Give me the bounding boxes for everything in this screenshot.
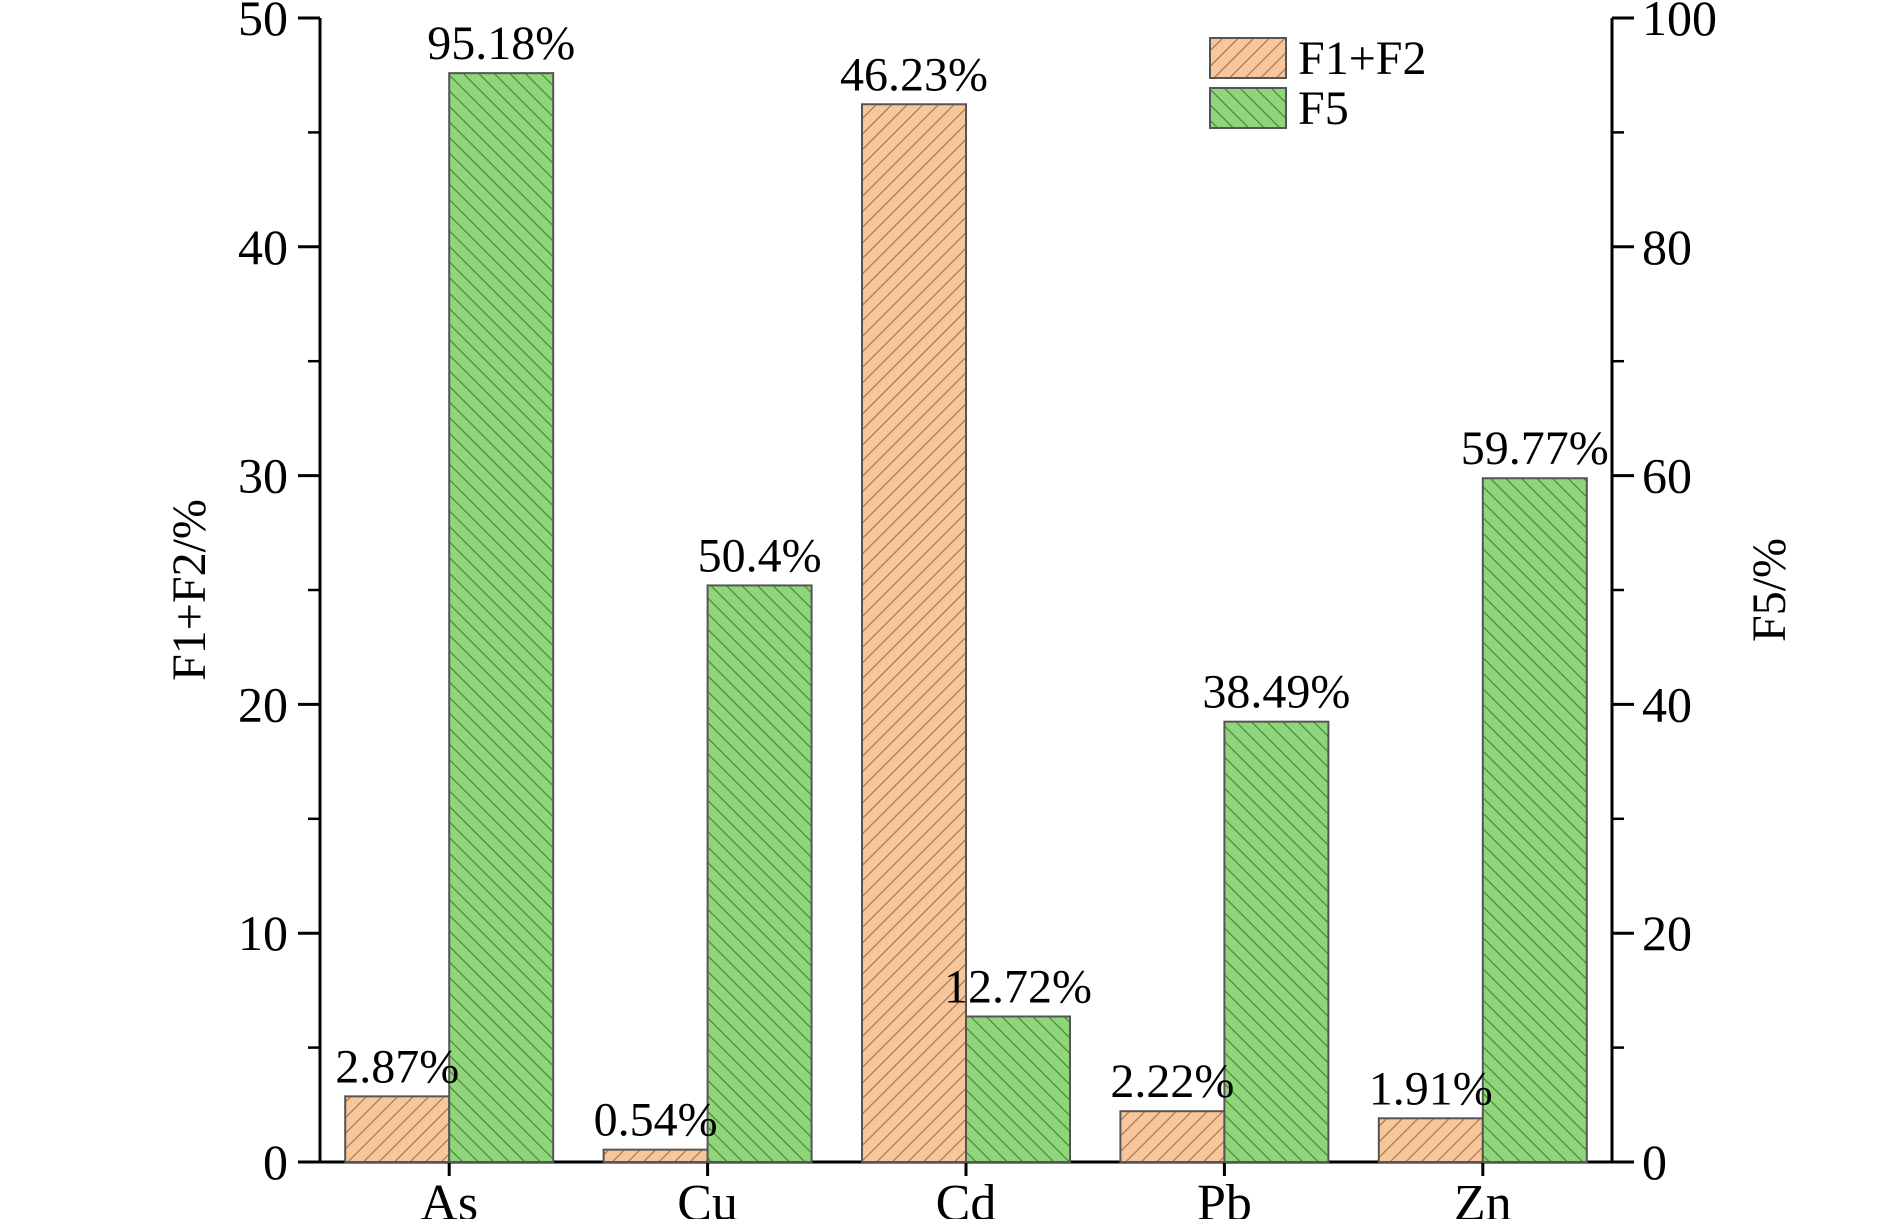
bar-f5-as: [448, 72, 555, 1164]
x-category-label: As: [420, 1175, 478, 1219]
value-label-f1f2-cu: 0.54%: [594, 1094, 718, 1147]
left-axis-title: F1+F2/%: [163, 499, 216, 681]
bar-f1f2-as: [344, 1095, 451, 1163]
left-tick-label: 50: [238, 0, 288, 46]
x-category-label: Cd: [936, 1175, 997, 1219]
value-label-f5-cd: 12.72%: [944, 960, 1092, 1013]
right-tick-label: 60: [1642, 448, 1692, 504]
right-axis-title: F5/%: [1743, 538, 1796, 642]
value-label-f5-pb: 38.49%: [1202, 666, 1350, 719]
bars: [344, 72, 1588, 1164]
right-tick-label: 100: [1642, 0, 1717, 46]
value-label-f5-zn: 59.77%: [1461, 422, 1609, 475]
legend-swatch-f1f2: [1209, 37, 1287, 79]
bar-f5-pb: [1223, 720, 1330, 1163]
left-tick-label: 10: [238, 905, 288, 961]
data-labels: 2.87% 95.18% 0.54% 50.4% 46.23% 12.72% 2.22% 38…: [335, 17, 1609, 1147]
bar-f1f2-cd: [861, 103, 967, 1164]
bar-f5-cu: [706, 584, 813, 1163]
right-tick-label: 20: [1642, 905, 1692, 961]
x-category-label: Pb: [1197, 1175, 1252, 1219]
x-category-label: Zn: [1454, 1175, 1512, 1219]
value-label-f1f2-pb: 2.22%: [1110, 1055, 1234, 1108]
right-tick-label: 0: [1642, 1134, 1667, 1190]
left-tick-label: 30: [238, 448, 288, 504]
value-label-f1f2-zn: 1.91%: [1369, 1062, 1493, 1115]
value-label-f5-cu: 50.4%: [698, 529, 822, 582]
value-label-f1f2-cd: 46.23%: [840, 48, 988, 101]
legend-swatch-f5: [1209, 87, 1287, 129]
bar-f5-zn: [1481, 477, 1588, 1163]
legend-label-f1f2: F1+F2: [1298, 32, 1426, 85]
axes: 0 10 20 30 40 50 0 20 40 60 80 100 As Cu Cd Pb Zn F1+F2/%…: [163, 0, 1796, 1219]
right-tick-label: 80: [1642, 219, 1692, 275]
legend-label-f5: F5: [1298, 82, 1349, 135]
bar-f5-cd: [965, 1015, 1071, 1164]
bar-f1f2-cu: [602, 1148, 709, 1163]
x-category-label: Cu: [677, 1175, 738, 1219]
left-tick-label: 40: [238, 219, 288, 275]
bar-f1f2-pb: [1119, 1110, 1226, 1164]
left-tick-label: 0: [263, 1134, 288, 1190]
bar-f1f2-zn: [1377, 1117, 1484, 1163]
value-label-f1f2-as: 2.87%: [335, 1040, 459, 1093]
value-label-f5-as: 95.18%: [427, 17, 575, 70]
right-tick-label: 40: [1642, 676, 1692, 732]
left-tick-label: 20: [238, 676, 288, 732]
